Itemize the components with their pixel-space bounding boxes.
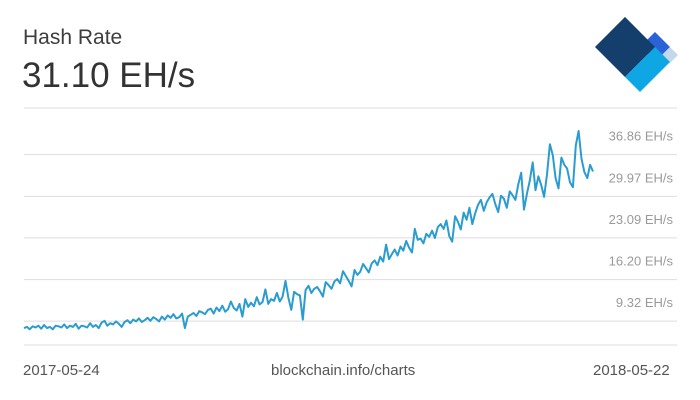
y-tick-label: 23.09 EH/s xyxy=(609,212,674,227)
hash-rate-series-line xyxy=(23,130,594,331)
current-hash-rate-value: 31.10 EH/s xyxy=(22,56,196,95)
chart-title: Hash Rate xyxy=(23,26,123,49)
y-tick-label: 36.86 EH/s xyxy=(609,129,674,144)
grid-lines xyxy=(24,107,677,346)
y-tick-label: 16.20 EH/s xyxy=(609,254,674,269)
start-date-label: 2017-05-24 xyxy=(23,362,100,379)
y-tick-label: 29.97 EH/s xyxy=(609,170,674,185)
source-link[interactable]: blockchain.info/charts xyxy=(271,362,416,379)
end-date-label: 2018-05-22 xyxy=(593,362,670,379)
y-tick-label: 9.32 EH/s xyxy=(616,295,674,310)
y-axis-tick-labels: 9.32 EH/s 16.20 EH/s 23.09 EH/s 29.97 EH/s 3… xyxy=(609,129,674,311)
